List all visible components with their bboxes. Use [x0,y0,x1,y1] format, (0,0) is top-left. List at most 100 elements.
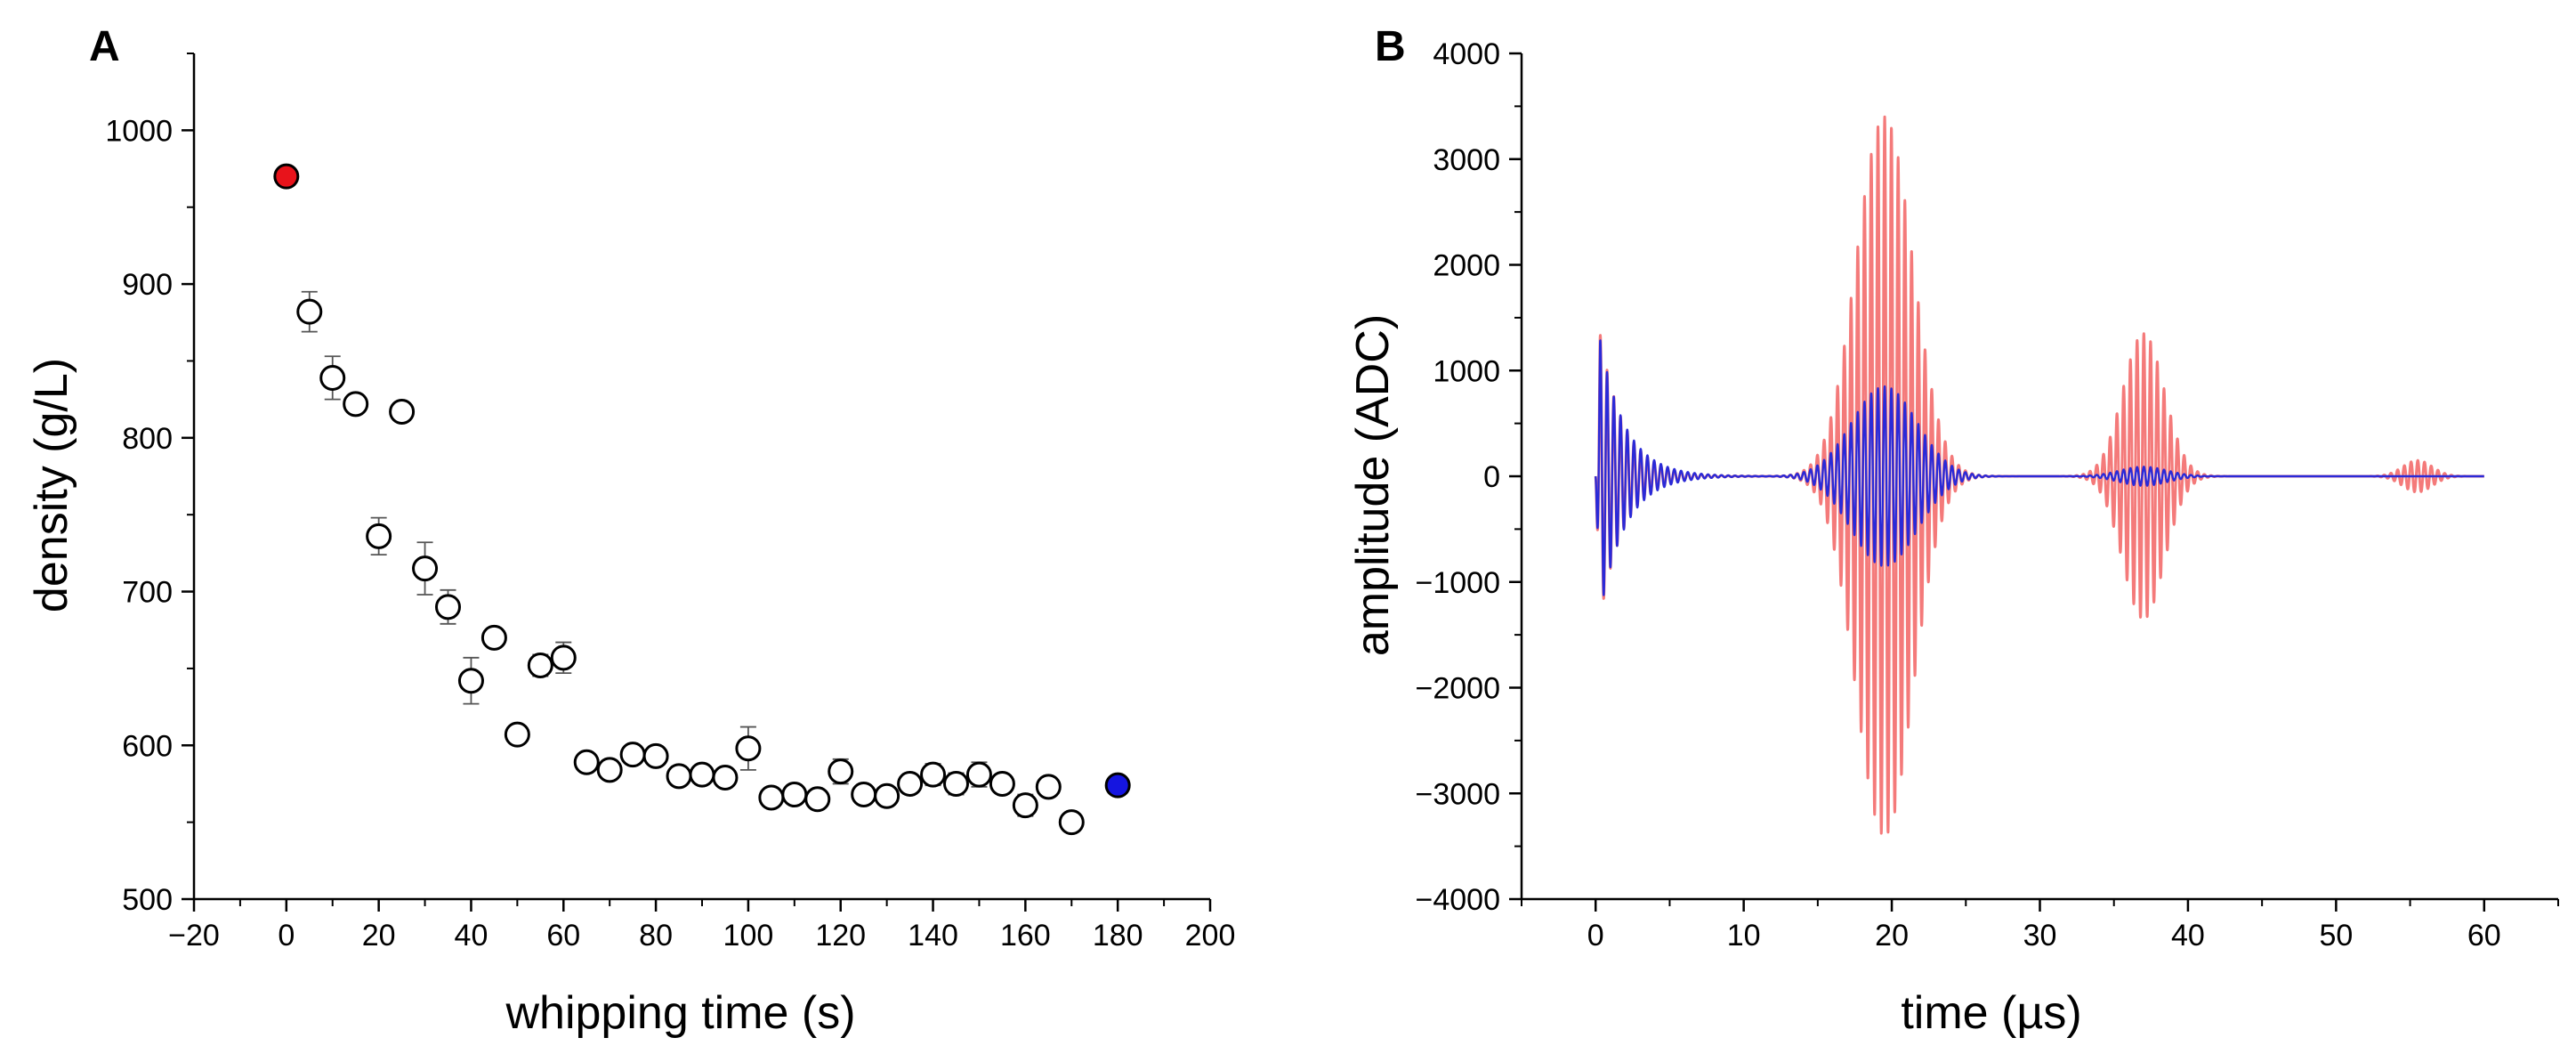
panel-b-x-tick-label: 40 [2171,919,2205,953]
marker-open [712,765,739,791]
marker-open [296,298,323,325]
marker-open [666,763,692,790]
marker-open [343,391,369,418]
marker-open [596,757,623,783]
panel-a-x-tick-label: 60 [546,919,580,953]
marker-start [273,163,300,190]
panel-b-x-tick-label: 20 [1875,919,1909,953]
data-point [828,758,854,785]
marker-open [689,761,715,788]
data-point [804,786,831,813]
marker-open [874,782,900,809]
data-point [343,391,369,418]
data-point [989,770,1015,797]
panel-a-axes: −20 0 20 40 60 80 100 120 140 160 180 200 500 600 700 8… [105,53,1235,953]
panel-a: A −20 0 20 40 60 80 100 120 140 160 180 200 500 600 70… [26,23,1235,1039]
panel-b: B 0 10 20 30 40 50 60 −4000 −3000 −2000 −1000 0 1000… [1347,23,2559,1039]
data-point [735,726,762,771]
marker-open [828,758,854,785]
panel-b-label: B [1375,23,1406,70]
data-point [874,782,900,809]
data-point [319,355,346,401]
marker-open [527,652,553,678]
panel-b-x-tick-label: 60 [2467,919,2501,953]
marker-open [480,624,507,651]
marker-open [504,721,530,748]
marker-open [804,786,831,813]
panel-a-x-tick-label: 20 [362,919,396,953]
marker-open [366,523,392,549]
marker-open [435,594,461,620]
data-point [1104,772,1131,799]
panel-a-label: A [89,23,120,70]
data-point [596,757,623,783]
panel-b-y-tick-label: −4000 [1416,883,1501,917]
data-point [619,742,646,768]
data-point [273,163,300,190]
data-point [1035,774,1062,800]
panel-a-y-tick-label: 900 [122,268,173,302]
marker-open [851,782,877,808]
series-line-blue [1595,339,2485,596]
panel-b-y-axis-title: amplitude (ADC) [1347,314,1399,656]
panel-a-x-tick-label: 140 [908,919,958,953]
marker-open [989,770,1015,797]
marker-open [781,782,808,808]
data-point [389,398,416,425]
data-point [1058,809,1085,836]
panel-a-x-tick-label: 200 [1185,919,1236,953]
panel-b-x-tick-label: 50 [2319,919,2353,953]
panel-b-y-tick-label: −3000 [1416,777,1501,811]
data-point [943,770,969,797]
panel-b-y-tick-label: 4000 [1433,37,1500,71]
panel-a-y-tick-label: 700 [122,576,173,610]
data-point [296,290,323,333]
marker-open [1035,774,1062,800]
panel-b-x-tick-label: 30 [2023,919,2057,953]
panel-b-x-tick-label: 0 [1587,919,1604,953]
panel-a-x-tick-label: 160 [1000,919,1051,953]
data-point [1012,792,1038,819]
data-point [457,656,484,705]
panel-a-x-tick-label: 80 [639,919,673,953]
data-point [366,516,392,555]
marker-open [642,742,669,769]
panel-a-x-tick-label: 0 [278,919,295,953]
data-point [689,761,715,788]
marker-open [412,555,439,582]
marker-open [758,784,785,811]
panel-a-y-tick-label: 800 [122,422,173,456]
marker-open [319,364,346,391]
marker-open [920,761,947,788]
panel-a-x-tick-label: 120 [815,919,866,953]
data-point [504,721,530,748]
panel-a-y-axis-title: density (g/L) [26,358,77,612]
marker-open [735,735,762,762]
panel-b-x-axis-title: time (µs) [1901,987,2081,1039]
panel-b-axes: 0 10 20 30 40 50 60 −4000 −3000 −2000 −1000 0 1000 20… [1416,37,2559,953]
marker-open [1058,809,1085,836]
panel-b-y-tick-label: 2000 [1433,249,1500,283]
marker-open [389,398,416,425]
panel-a-y-tick-label: 1000 [105,114,173,148]
data-point [758,784,785,811]
panel-a-x-tick-label: 100 [723,919,774,953]
panel-a-y-tick-label: 500 [122,883,173,917]
data-point [897,770,924,797]
panel-b-y-tick-label: 3000 [1433,143,1500,177]
marker-open [1012,792,1038,819]
marker-open [897,770,924,797]
marker-open [943,770,969,797]
data-point [712,765,739,791]
marker-end [1104,772,1131,799]
marker-open [619,742,646,768]
data-point [435,588,461,625]
data-point [412,541,439,596]
data-point [666,763,692,790]
marker-open [573,749,600,775]
panel-a-x-axis-title: whipping time (s) [505,987,855,1039]
data-point [851,782,877,808]
data-point [527,652,553,678]
panel-a-x-tick-label: −20 [168,919,220,953]
